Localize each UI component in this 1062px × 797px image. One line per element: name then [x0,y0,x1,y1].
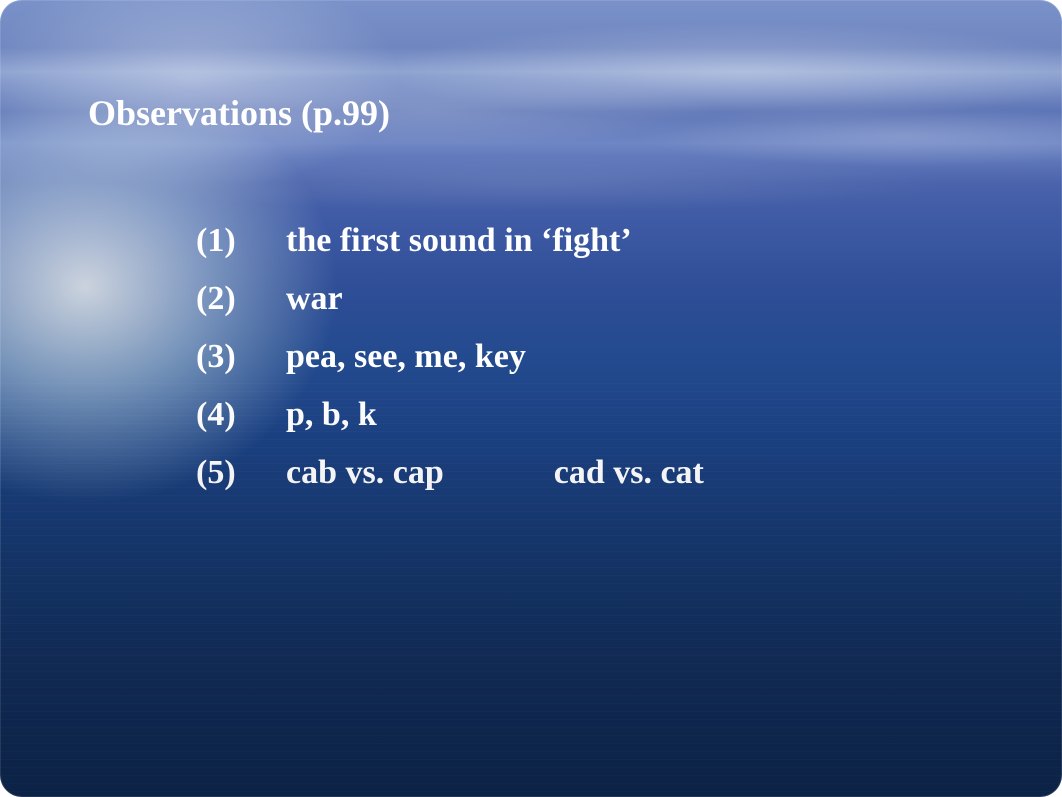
item-text: war [286,270,343,328]
list-item: (4) p, b, k [196,386,704,444]
slide: Observations (p.99) (1) the first sound … [0,0,1062,797]
item-number: (5) [196,444,286,502]
item-number: (2) [196,270,286,328]
item-text-a: cab vs. cap [286,444,444,502]
observations-list: (1) the first sound in ‘fight’ (2) war (… [196,212,704,502]
slide-title: Observations (p.99) [88,92,390,134]
item-text: pea, see, me, key [286,328,526,386]
item-number: (1) [196,212,286,270]
item-text: p, b, k [286,386,377,444]
item-number: (4) [196,386,286,444]
list-item: (2) war [196,270,704,328]
list-item: (3) pea, see, me, key [196,328,704,386]
item-number: (3) [196,328,286,386]
item-text-b: cad vs. cat [554,444,704,502]
list-item: (1) the first sound in ‘fight’ [196,212,704,270]
list-item: (5) cab vs. cap cad vs. cat [196,444,704,502]
item-text: the first sound in ‘fight’ [286,212,632,270]
